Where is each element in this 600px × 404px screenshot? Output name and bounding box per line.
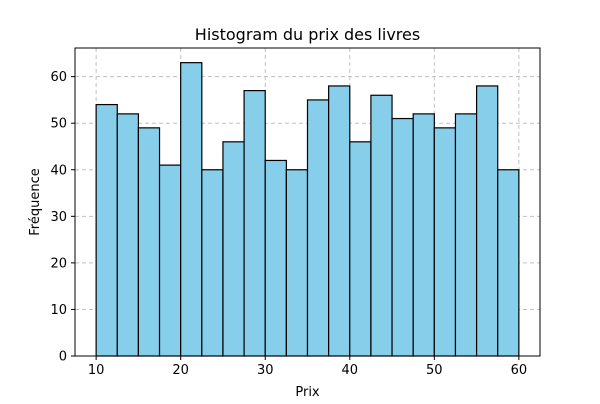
histogram-bar [306, 99, 330, 357]
histogram-bar [475, 85, 499, 357]
x-tick-label: 20 [172, 363, 189, 378]
histogram-bar [201, 169, 224, 357]
y-axis: 0 10 20 30 40 50 60 [50, 70, 75, 365]
x-tick-label: 50 [426, 363, 443, 378]
histogram-bar [454, 113, 478, 357]
y-tick-label: 60 [50, 70, 67, 85]
histogram-bar [497, 169, 520, 357]
y-axis-label: Fréquence [28, 168, 43, 235]
x-tick-label: 30 [257, 363, 274, 378]
y-tick-label: 40 [50, 163, 67, 178]
y-tick-label: 20 [50, 256, 67, 271]
chart-title: Histogram du prix des livres [195, 25, 420, 44]
histogram-bar [285, 169, 309, 357]
histogram-bar [116, 113, 140, 357]
histogram-bar [349, 141, 372, 357]
x-tick-label: 10 [88, 363, 105, 378]
histogram-bar [180, 62, 203, 357]
x-tick-label: 60 [511, 363, 528, 378]
histogram-bar [243, 90, 266, 357]
x-tick-label: 40 [341, 363, 358, 378]
histogram-bar [95, 103, 118, 357]
x-axis: 10 20 30 40 50 60 [88, 356, 527, 378]
histogram-bar [412, 113, 435, 357]
histogram-bar [158, 164, 182, 357]
histogram-bar [328, 85, 351, 357]
histogram-bars [95, 62, 520, 357]
plot-frame [74, 47, 541, 357]
histogram-bar [433, 127, 457, 357]
y-tick-label: 10 [50, 303, 67, 318]
histogram-bar [137, 127, 161, 357]
x-axis-label: Prix [295, 385, 320, 400]
histogram-bar [264, 159, 287, 357]
histogram-bar [391, 117, 414, 357]
y-tick-label: 50 [50, 117, 67, 132]
y-tick-label: 0 [59, 350, 67, 365]
histogram-bar [370, 94, 393, 357]
histogram-bar [222, 141, 245, 357]
y-tick-label: 30 [50, 210, 67, 225]
